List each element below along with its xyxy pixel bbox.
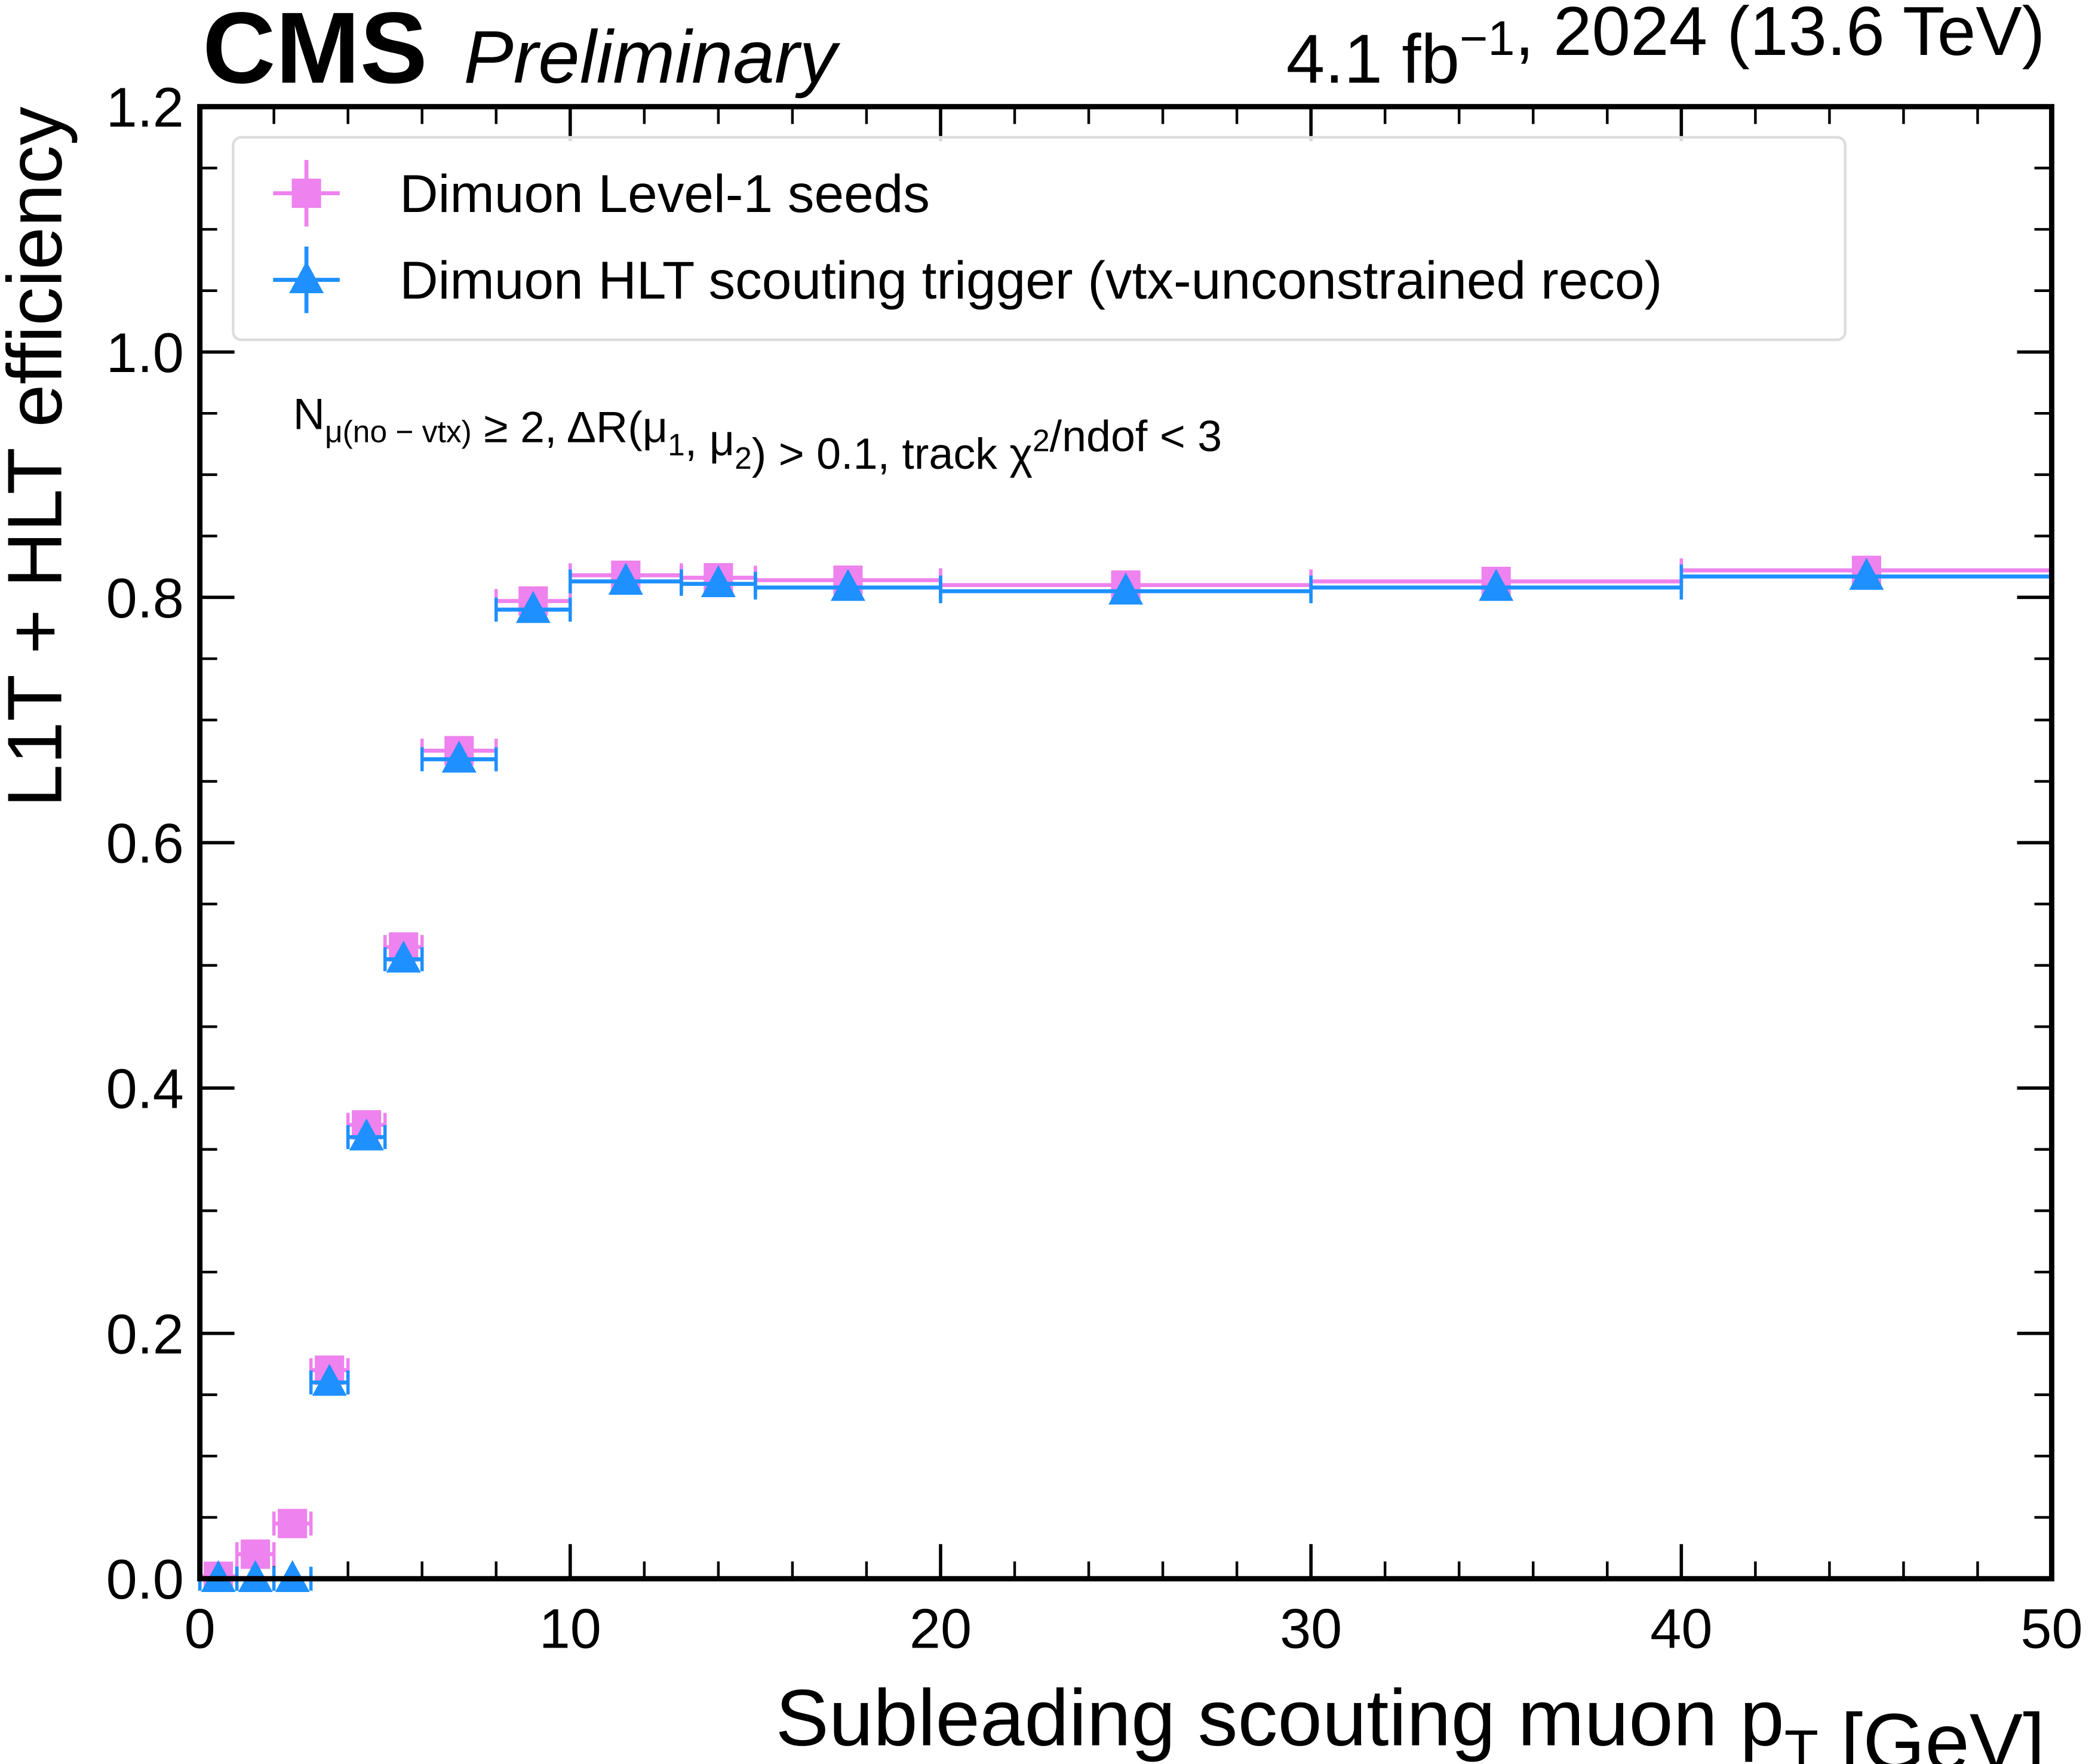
- annotation-part: ) > 0.1, track χ: [752, 429, 1033, 478]
- marker-triangle: [275, 1560, 310, 1593]
- marker-triangle: [289, 261, 324, 293]
- legend-box: [232, 136, 1847, 342]
- header-part: 4.1 fb: [1286, 20, 1460, 97]
- marker-triangle: [1108, 572, 1144, 605]
- header-part: −1: [1460, 11, 1515, 66]
- x-tick-label: 30: [1280, 1597, 1342, 1660]
- marker-triangle: [701, 565, 736, 598]
- annotation-part: 2: [1033, 423, 1050, 457]
- annotation-part: , μ: [685, 416, 735, 465]
- marker-triangle: [1479, 568, 1514, 601]
- y-tick-label: 0.8: [106, 567, 184, 629]
- y-tick-label: 0.0: [106, 1548, 184, 1611]
- y-tick-label: 1.0: [106, 321, 184, 384]
- x-axis-label-part: [GeV]: [1818, 1698, 2045, 1764]
- marker-triangle: [201, 1560, 236, 1593]
- x-axis-label-part: T: [1784, 1719, 1818, 1764]
- x-axis-label-part: Subleading scouting muon p: [776, 1674, 1784, 1763]
- annotation-part: 1: [668, 428, 685, 462]
- marker-square: [278, 1508, 308, 1538]
- x-tick-label: 0: [185, 1597, 216, 1660]
- header: 4.1 fb−1, 2024 (13.6 TeV): [1286, 0, 2045, 97]
- annotation-part: ≥ 2, ΔR(μ: [472, 402, 668, 452]
- annotation-part: N: [293, 389, 325, 439]
- legend-label: Dimuon HLT scouting trigger (vtx-unconst…: [400, 250, 1662, 310]
- y-tick-label: 0.6: [106, 812, 184, 875]
- x-tick-label: 40: [1650, 1597, 1712, 1660]
- marker-triangle: [515, 591, 551, 623]
- experiment: CMS: [202, 0, 428, 104]
- marker-triangle: [830, 568, 865, 601]
- legend-label: Dimuon Level-1 seeds: [400, 164, 930, 223]
- marker-triangle: [349, 1118, 384, 1151]
- marker-triangle: [312, 1363, 347, 1396]
- annotation-part: μ(no − vtx): [325, 414, 472, 449]
- x-tick-label: 50: [2020, 1597, 2082, 1660]
- x-tick-label: 10: [539, 1597, 601, 1660]
- marker-triangle: [441, 740, 477, 773]
- marker-square: [291, 179, 321, 208]
- marker-triangle: [1849, 558, 1884, 590]
- annotation-part: /ndof < 3: [1050, 411, 1222, 460]
- y-tick-label: 0.2: [106, 1302, 184, 1365]
- marker-triangle: [238, 1560, 273, 1593]
- x-axis-label: Subleading scouting muon pT [GeV]: [776, 1674, 2045, 1764]
- annotation-part: 2: [735, 441, 752, 475]
- y-tick-label: 1.2: [106, 76, 184, 139]
- annotation: Nμ(no − vtx) ≥ 2, ΔR(μ1, μ2) > 0.1, trac…: [293, 389, 1222, 478]
- marker-triangle: [386, 941, 421, 973]
- plot-frame: [197, 104, 2054, 1582]
- header-part: , 2024 (13.6 TeV): [1515, 0, 2045, 70]
- y-axis-label: L1T + HLT efficiency: [0, 106, 78, 807]
- status: Preliminary: [463, 16, 840, 99]
- x-tick-label: 20: [910, 1597, 972, 1660]
- y-tick-label: 0.4: [106, 1058, 184, 1120]
- marker-triangle: [608, 563, 643, 595]
